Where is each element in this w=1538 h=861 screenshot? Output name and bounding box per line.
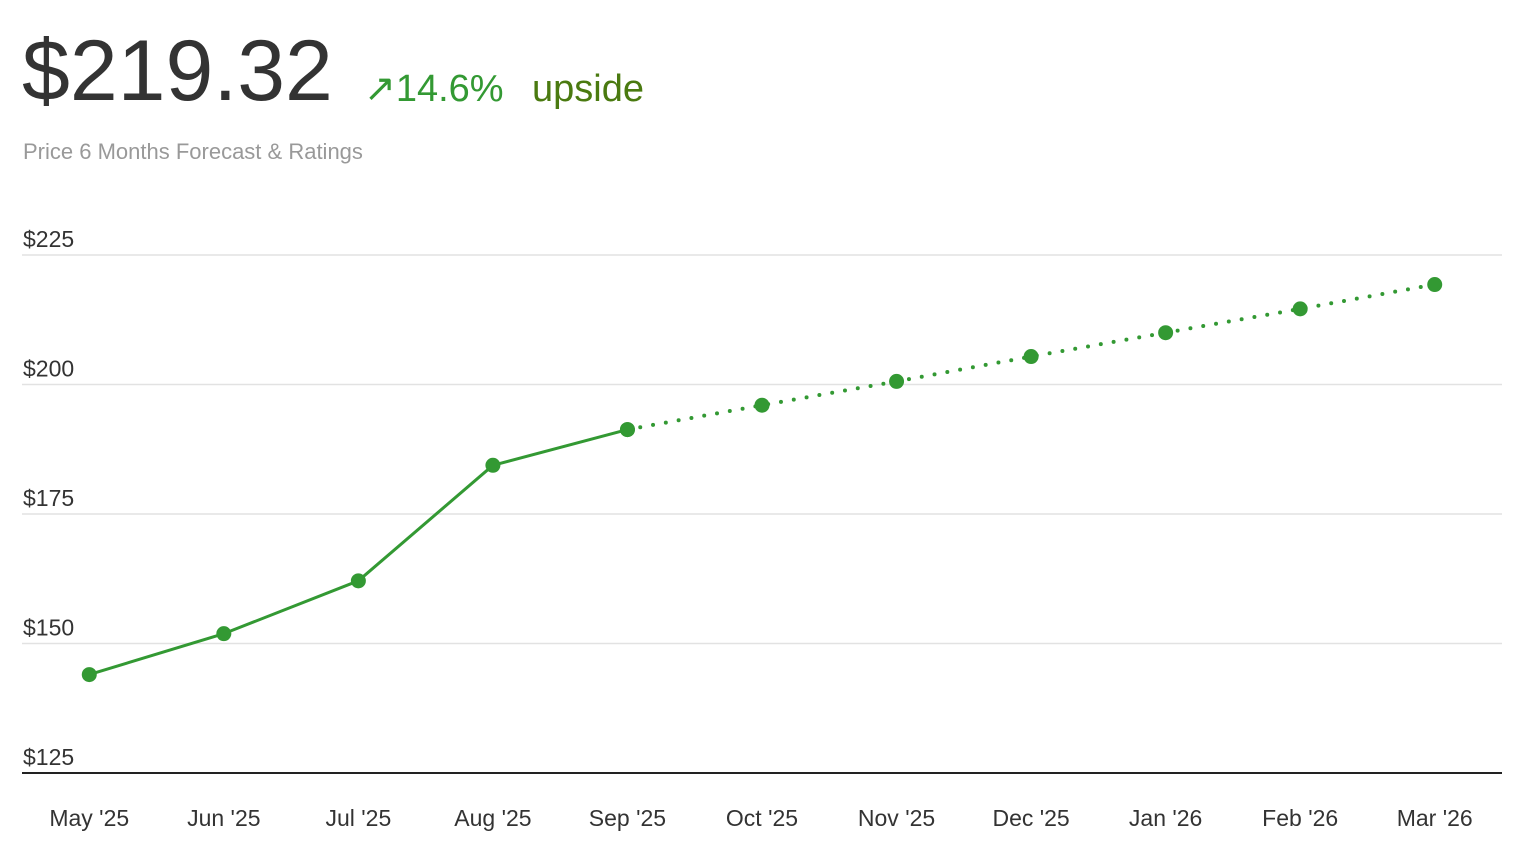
x-tick-label: Oct '25	[726, 805, 798, 831]
change: ↗14.6%	[364, 68, 504, 110]
change-note: upside	[532, 68, 644, 110]
x-tick-label: Jul '25	[325, 805, 391, 831]
x-tick-label: Sep '25	[589, 805, 666, 831]
series-line	[87, 428, 629, 677]
x-tick-label: Nov '25	[858, 805, 935, 831]
x-tick-label: Jan '26	[1129, 805, 1202, 831]
point	[485, 457, 501, 473]
point	[1158, 325, 1174, 341]
x-tick-label: Dec '25	[992, 805, 1069, 831]
x-tick-label: May '25	[49, 805, 129, 831]
y-tick-label: $175	[23, 485, 74, 511]
x-tick-label: Feb '26	[1262, 805, 1338, 831]
x-tick-label: Jun '25	[187, 805, 260, 831]
price: $219.32	[22, 23, 333, 119]
x-tick-label: Aug '25	[454, 805, 531, 831]
y-tick-label: $150	[23, 615, 74, 641]
point	[1292, 301, 1308, 317]
point	[216, 626, 232, 642]
point	[1427, 277, 1443, 293]
point	[889, 373, 905, 389]
point	[619, 422, 635, 438]
y-tick-label: $200	[23, 356, 74, 382]
y-tick-label: $125	[23, 744, 74, 770]
subtitle: Price 6 Months Forecast & Ratings	[23, 139, 363, 164]
point	[754, 397, 770, 413]
point	[350, 573, 366, 589]
x-tick-label: Mar '26	[1397, 805, 1473, 831]
point	[1023, 349, 1039, 365]
point	[81, 667, 97, 683]
y-tick-label: $225	[23, 226, 74, 252]
